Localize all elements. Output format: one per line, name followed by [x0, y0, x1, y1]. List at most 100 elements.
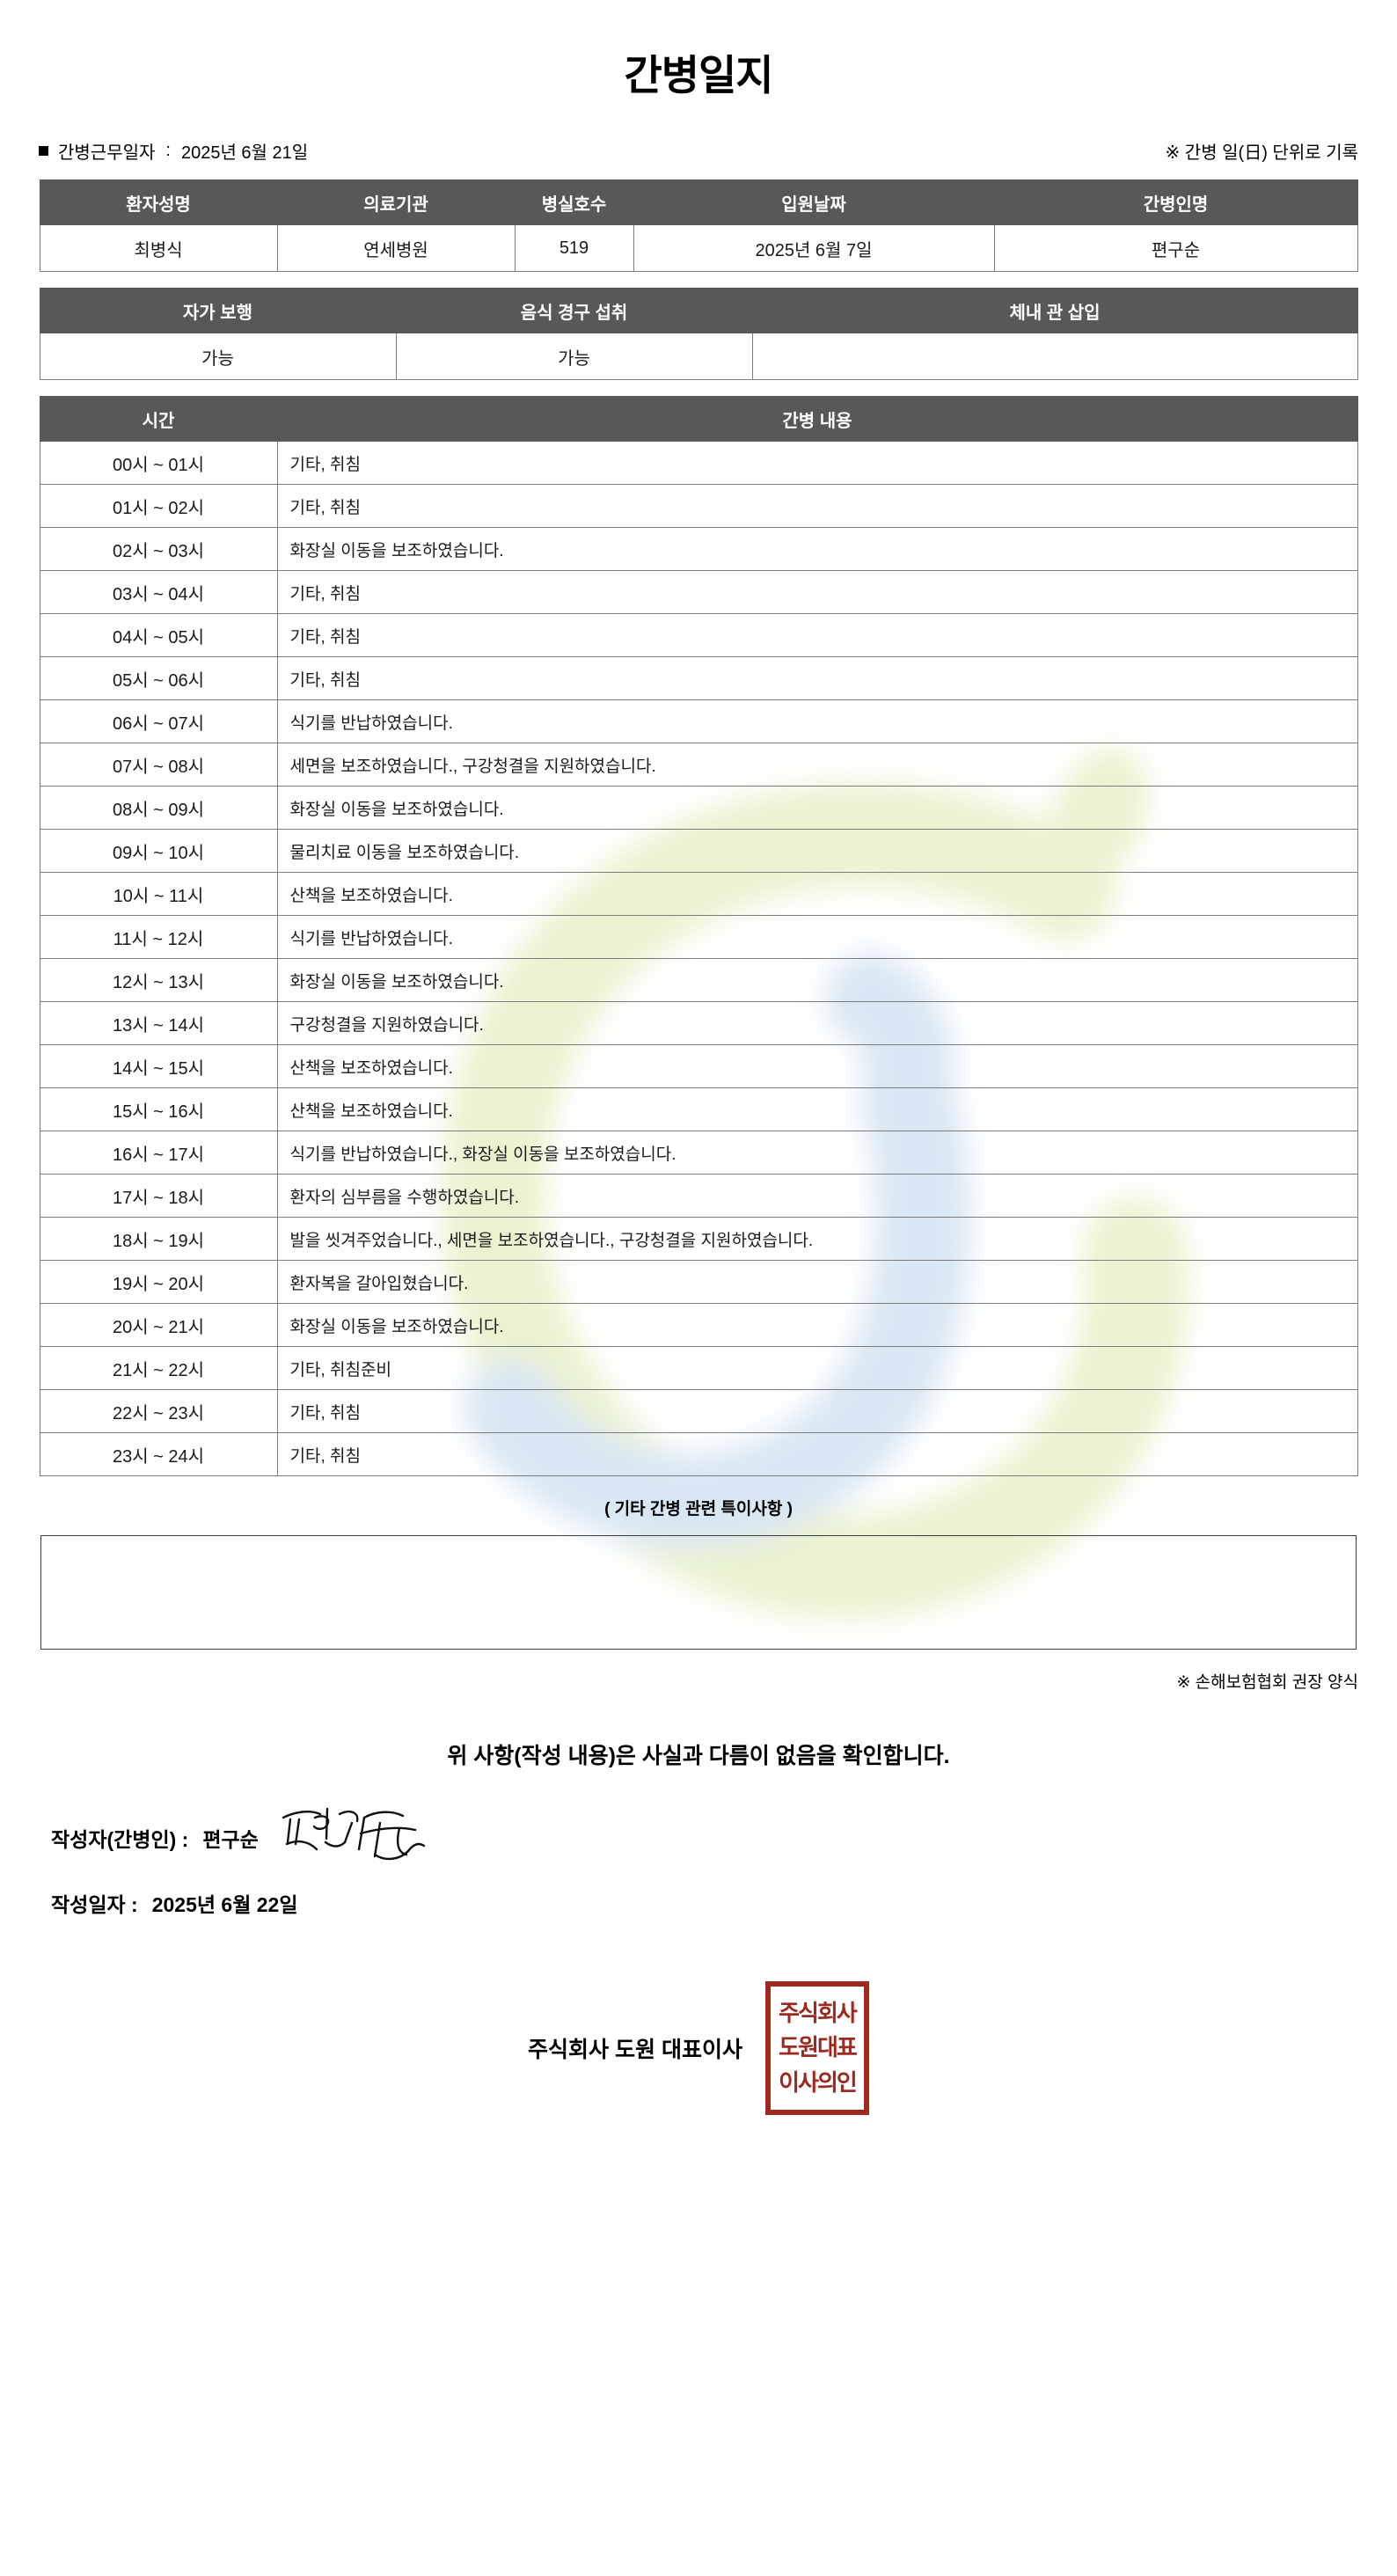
table-row: 20시 ~ 21시 화장실 이동을 보조하였습니다. [39, 1303, 1358, 1347]
value-room-number: 519 [514, 224, 634, 272]
page-title: 간병일지 [624, 52, 774, 99]
header-self-walking: 자가 보행 [39, 288, 397, 333]
log-time-cell: 02시 ~ 03시 [39, 527, 278, 571]
table-row: 16시 ~ 17시 식기를 반납하였습니다., 화장실 이동을 보조하였습니다. [39, 1131, 1358, 1175]
log-content-cell: 화장실 이동을 보조하였습니다. [276, 958, 1358, 1002]
square-bullet-icon [39, 146, 48, 156]
log-time-cell: 09시 ~ 10시 [39, 829, 278, 873]
hourly-care-log-table: 시간 간병 내용 00시 ~ 01시 기타, 취침 01시 ~ 02시 기타, 취침 0… [39, 396, 1358, 1476]
log-content-cell: 환자복을 갈아입혔습니다. [276, 1260, 1358, 1304]
table-row: 13시 ~ 14시 구강청결을 지원하였습니다. [39, 1001, 1358, 1045]
work-date-value: 2025년 6월 21일 [180, 143, 309, 163]
log-time-cell: 03시 ~ 04시 [39, 570, 278, 614]
table-row: 05시 ~ 06시 기타, 취침 [39, 656, 1358, 700]
log-time-cell: 11시 ~ 12시 [39, 915, 278, 959]
work-date-group: 간병근무일자 : 2025년 6월 21일 [39, 138, 308, 164]
log-time-cell: 06시 ~ 07시 [39, 699, 278, 743]
log-time-cell: 15시 ~ 16시 [39, 1087, 278, 1131]
table-row: 03시 ~ 04시 기타, 취침 [39, 570, 1358, 614]
log-time-cell: 23시 ~ 24시 [39, 1432, 278, 1476]
log-content-cell: 세면을 보조하였습니다., 구강청결을 지원하였습니다. [276, 743, 1358, 787]
log-content-cell: 기타, 취침 [276, 1389, 1358, 1433]
log-time-cell: 05시 ~ 06시 [39, 656, 278, 700]
log-content-cell: 기타, 취침 [276, 441, 1358, 485]
log-content-cell: 기타, 취침 [276, 656, 1358, 700]
log-content-cell: 식기를 반납하였습니다. [276, 915, 1358, 959]
write-date-row: 작성일자 : 2025년 6월 22일 [51, 1879, 1397, 1927]
table-row: 01시 ~ 02시 기타, 취침 [39, 484, 1358, 528]
header-tube-insertion: 체내 관 삽입 [751, 288, 1358, 333]
table-row: 11시 ~ 12시 식기를 반납하였습니다. [39, 915, 1358, 959]
header-time: 시간 [39, 396, 278, 442]
company-name: 주식회사 도원 대표이사 [528, 2038, 742, 2062]
header-care-content: 간병 내용 [276, 396, 1358, 442]
table-row: 08시 ~ 09시 화장실 이동을 보조하였습니다. [39, 786, 1358, 830]
log-time-cell: 13시 ~ 14시 [39, 1001, 278, 1045]
condition-value-row: 가능 가능 [39, 333, 1358, 380]
header-admission-date: 입원날짜 [633, 179, 995, 225]
handwritten-signature-icon [276, 1804, 430, 1865]
company-signature-row: 주식회사 도원 대표이사 주식회사 도원대표 이사의인 [0, 1981, 1397, 2115]
log-content-cell: 식기를 반납하였습니다., 화장실 이동을 보조하였습니다. [276, 1131, 1358, 1175]
table-row: 19시 ~ 20시 환자복을 갈아입혔습니다. [39, 1260, 1358, 1304]
table-row: 04시 ~ 05시 기타, 취침 [39, 613, 1358, 657]
work-date-separator: : [165, 141, 171, 160]
write-date-label: 작성일자 : [51, 1893, 138, 1916]
log-content-cell: 환자의 심부름을 수행하였습니다. [276, 1174, 1358, 1218]
work-date-label: 간병근무일자 [58, 143, 156, 163]
log-time-cell: 19시 ~ 20시 [39, 1260, 278, 1304]
log-time-cell: 10시 ~ 11시 [39, 872, 278, 916]
log-time-cell: 20시 ~ 21시 [39, 1303, 278, 1347]
table-row: 14시 ~ 15시 산책을 보조하였습니다. [39, 1044, 1358, 1088]
table-row: 07시 ~ 08시 세면을 보조하였습니다., 구강청결을 지원하였습니다. [39, 743, 1358, 787]
log-content-cell: 기타, 취침 [276, 613, 1358, 657]
log-time-cell: 17시 ~ 18시 [39, 1174, 278, 1218]
log-time-cell: 08시 ~ 09시 [39, 786, 278, 830]
log-content-cell: 화장실 이동을 보조하였습니다. [276, 1303, 1358, 1347]
header-oral-intake: 음식 경구 섭취 [395, 288, 753, 333]
value-patient-name: 최병식 [39, 224, 278, 272]
table-row: 17시 ~ 18시 환자의 심부름을 수행하였습니다. [39, 1174, 1358, 1218]
form-credit-note: ※ 손해보험협회 권장 양식 [1176, 1673, 1358, 1692]
log-content-cell: 산책을 보조하였습니다. [276, 1087, 1358, 1131]
table-row: 18시 ~ 19시 발을 씻겨주었습니다., 세면을 보조하였습니다., 구강청결… [39, 1217, 1358, 1261]
note-section-caption: ( 기타 간병 관련 특이사항 ) [604, 1500, 793, 1519]
log-time-cell: 18시 ~ 19시 [39, 1217, 278, 1261]
note-textarea[interactable] [40, 1535, 1357, 1650]
confirmation-statement: 위 사항(작성 내용)은 사실과 다름이 없음을 확인합니다. [447, 1744, 950, 1768]
value-tube-insertion [751, 333, 1358, 380]
table-row: 10시 ~ 11시 산책을 보조하였습니다. [39, 872, 1358, 916]
header-caregiver-name: 간병인명 [993, 179, 1358, 225]
log-content-cell: 구강청결을 지원하였습니다. [276, 1001, 1358, 1045]
patient-info-table: 환자성명 의료기관 병실호수 입원날짜 간병인명 최병식 연세병원 519 20… [39, 179, 1358, 272]
table-row: 00시 ~ 01시 기타, 취침 [39, 441, 1358, 485]
header-room-number: 병실호수 [514, 179, 634, 225]
log-time-cell: 22시 ~ 23시 [39, 1389, 278, 1433]
log-content-cell: 산책을 보조하였습니다. [276, 872, 1358, 916]
table-row: 15시 ~ 16시 산책을 보조하였습니다. [39, 1087, 1358, 1131]
value-caregiver-name: 편구순 [993, 224, 1358, 272]
value-oral-intake: 가능 [395, 333, 753, 380]
log-time-cell: 04시 ~ 05시 [39, 613, 278, 657]
table-row: 12시 ~ 13시 화장실 이동을 보조하였습니다. [39, 958, 1358, 1002]
value-self-walking: 가능 [39, 333, 397, 380]
company-seal-stamp-icon: 주식회사 도원대표 이사의인 [764, 1981, 869, 2115]
unit-note: ※ 간병 일(日) 단위로 기록 [1165, 143, 1358, 163]
log-time-cell: 16시 ~ 17시 [39, 1131, 278, 1175]
log-content-cell: 물리치료 이동을 보조하였습니다. [276, 829, 1358, 873]
table-row: 06시 ~ 07시 식기를 반납하였습니다. [39, 699, 1358, 743]
log-content-cell: 기타, 취침 [276, 570, 1358, 614]
log-header-row: 시간 간병 내용 [39, 396, 1358, 442]
signature-block: 작성자(간병인) : 편구순 [51, 1807, 1397, 1927]
seal-line-3: 이사의인 [779, 2069, 858, 2097]
log-time-cell: 07시 ~ 08시 [39, 743, 278, 787]
table-row: 23시 ~ 24시 기타, 취침 [39, 1432, 1358, 1476]
log-content-cell: 기타, 취침준비 [276, 1346, 1358, 1390]
patient-info-value-row: 최병식 연세병원 519 2025년 6월 7일 편구순 [39, 224, 1358, 272]
log-time-cell: 01시 ~ 02시 [39, 484, 278, 528]
log-time-cell: 21시 ~ 22시 [39, 1346, 278, 1390]
log-time-cell: 12시 ~ 13시 [39, 958, 278, 1002]
table-row: 21시 ~ 22시 기타, 취침준비 [39, 1346, 1358, 1390]
log-time-cell: 00시 ~ 01시 [39, 441, 278, 485]
log-content-cell: 화장실 이동을 보조하였습니다. [276, 527, 1358, 571]
